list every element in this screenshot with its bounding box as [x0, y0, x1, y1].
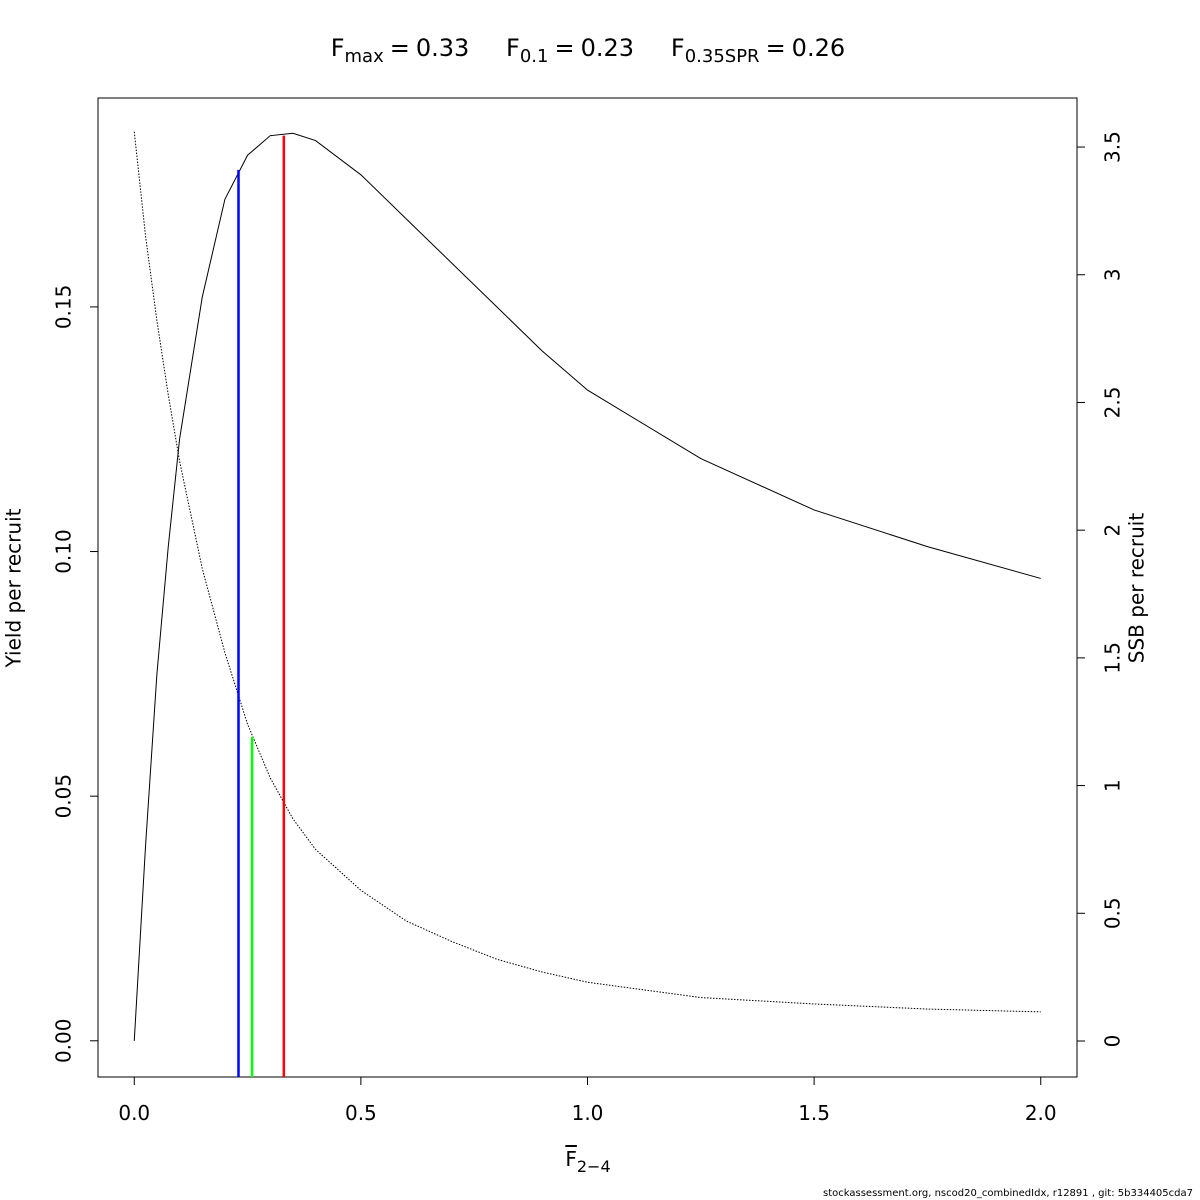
title-subscript: 0.1 [520, 46, 549, 67]
x-tick-label: 0.5 [345, 1101, 377, 1125]
title-value: 0.26 [792, 34, 845, 62]
footer: stockassessment.org, nscod20_combinedIdx… [823, 1188, 1193, 1199]
x-label-symbol: F [565, 1147, 577, 1171]
title-part: F0.35SPR = 0.26 [671, 34, 845, 67]
y-tick-label: 0.15 [52, 285, 76, 330]
title-sign: = [554, 34, 574, 62]
y2-tick-label: 2.5 [1101, 387, 1125, 419]
title-value: 0.33 [416, 34, 469, 62]
series-line [133, 132, 1041, 1041]
title-symbol: F [506, 34, 520, 62]
y2-tick-label: 0.5 [1101, 897, 1125, 929]
title-sign: = [766, 34, 786, 62]
x-tick-label: 1.5 [798, 1101, 830, 1125]
title-part: F0.1 = 0.23 [506, 34, 634, 67]
y2-tick-label: 1.5 [1101, 642, 1125, 674]
y2-axis-label: SSB per recruit [1125, 513, 1149, 664]
title-symbol: F [671, 34, 685, 62]
y2-tick-label: 1 [1101, 779, 1125, 792]
x-tick-label: 0.0 [118, 1101, 150, 1125]
y-tick-label: 0.05 [52, 774, 76, 819]
title-value: 0.23 [581, 34, 634, 62]
y2-tick-label: 0 [1101, 1035, 1125, 1048]
x-label-subscript: 2−4 [577, 1157, 611, 1176]
x-axis-label: F2−4 [565, 1147, 610, 1176]
title-subscript: 0.35SPR [685, 46, 760, 67]
title-sign: = [390, 34, 410, 62]
title-subscript: max [345, 46, 385, 67]
y2-tick-label: 2 [1101, 524, 1125, 537]
series-line [133, 131, 1041, 1013]
title-symbol: F [331, 34, 345, 62]
x-tick-label: 1.0 [572, 1101, 604, 1125]
y2-tick-label: 3 [1101, 268, 1125, 281]
y-tick-label: 0.00 [52, 1019, 76, 1064]
y2-tick-label: 3.5 [1101, 131, 1125, 163]
y-tick-label: 0.10 [52, 529, 76, 574]
x-tick-label: 2.0 [1025, 1101, 1057, 1125]
plot-box [97, 97, 1078, 1078]
y-axis-label: Yield per recruit [2, 508, 26, 668]
title-part: Fmax = 0.33 [331, 34, 470, 67]
